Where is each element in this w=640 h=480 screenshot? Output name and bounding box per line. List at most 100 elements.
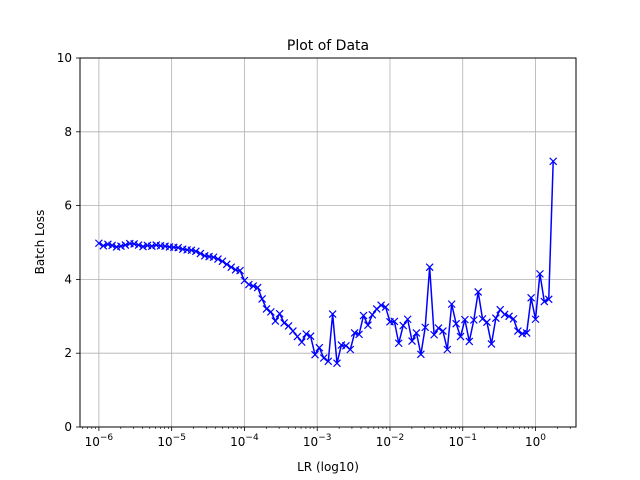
- data-point-marker: [522, 328, 531, 337]
- data-point-marker: [425, 263, 434, 272]
- data-point-marker: [412, 328, 421, 337]
- data-point-marker: [536, 269, 544, 278]
- data-point-marker: [377, 301, 386, 310]
- data-point-marker: [460, 315, 469, 324]
- y-tick-label: 0: [64, 420, 72, 434]
- x-tick-label: 10−6: [85, 433, 114, 449]
- data-point-marker: [403, 315, 412, 324]
- data-point-marker: [275, 309, 284, 318]
- data-point-marker: [258, 295, 267, 303]
- data-point-marker: [249, 282, 258, 290]
- x-tick-label: 10−2: [376, 433, 405, 449]
- data-point-marker: [408, 337, 416, 345]
- data-point-marker: [359, 311, 368, 320]
- data-point-marker: [293, 332, 302, 341]
- data-point-marker: [244, 280, 253, 289]
- data-point-marker: [456, 332, 465, 341]
- data-point-marker: [487, 340, 496, 348]
- data-point-marker: [191, 247, 200, 256]
- y-tick-label: 4: [64, 272, 72, 286]
- x-tick-label: 10−1: [448, 433, 477, 449]
- data-point-marker: [174, 243, 183, 252]
- data-point-marker: [447, 300, 456, 309]
- data-point-marker: [130, 240, 139, 248]
- data-point-marker: [381, 303, 390, 311]
- data-point-marker: [99, 241, 108, 250]
- data-point-marker: [478, 314, 487, 323]
- data-point-marker: [540, 297, 549, 306]
- x-tick-label: 10−5: [157, 433, 186, 449]
- data-point-marker: [491, 314, 500, 323]
- data-point-marker: [297, 338, 306, 347]
- data-point-marker: [483, 318, 491, 327]
- data-point-marker: [236, 266, 244, 275]
- data-point-marker: [430, 330, 439, 339]
- data-point-marker: [394, 339, 403, 348]
- data-point-marker: [505, 312, 513, 321]
- y-tick-label: 2: [64, 346, 72, 360]
- x-tick-label: 100: [525, 433, 546, 449]
- data-point-marker: [527, 293, 536, 302]
- data-point-marker: [364, 321, 372, 330]
- data-point-marker: [222, 260, 231, 269]
- data-point-marker: [434, 324, 443, 333]
- x-axis-label: LR (log10): [297, 460, 359, 474]
- data-point-marker: [147, 242, 156, 251]
- data-point-marker: [214, 255, 222, 264]
- data-point-marker: [333, 359, 341, 368]
- data-point-marker: [346, 345, 355, 354]
- data-point-marker: [271, 317, 280, 326]
- data-point-marker: [196, 249, 205, 258]
- data-point-marker: [368, 310, 377, 319]
- y-tick-label: 8: [64, 125, 72, 139]
- data-point-marker: [315, 343, 324, 352]
- x-tick-label: 10−4: [230, 433, 259, 449]
- data-point-marker: [443, 345, 452, 354]
- data-point-marker: [218, 257, 227, 266]
- data-point-marker: [465, 337, 474, 346]
- data-point-marker: [416, 350, 425, 359]
- data-point-marker: [306, 332, 315, 341]
- y-axis-label: Batch Loss: [33, 210, 47, 275]
- data-point-marker: [500, 310, 509, 319]
- data-point-marker: [108, 241, 117, 250]
- data-point-marker: [94, 239, 103, 248]
- series-group: [94, 157, 558, 368]
- data-point-marker: [289, 327, 297, 335]
- data-point-marker: [311, 350, 319, 359]
- data-point-marker: [390, 317, 399, 326]
- data-point-marker: [187, 246, 196, 255]
- data-point-marker: [513, 327, 522, 335]
- data-point-marker: [355, 330, 363, 339]
- data-point-marker: [469, 316, 478, 324]
- data-point-marker: [319, 354, 328, 362]
- data-point-marker: [328, 310, 337, 319]
- data-point-marker: [421, 323, 430, 332]
- y-tick-label: 6: [64, 199, 72, 213]
- data-point-marker: [121, 241, 130, 250]
- data-point-marker: [280, 319, 289, 327]
- data-point-marker: [209, 253, 218, 262]
- x-tick-label: 10−3: [303, 433, 332, 449]
- data-point-marker: [544, 295, 553, 304]
- data-point-marker: [350, 328, 359, 337]
- data-point-marker: [452, 319, 461, 328]
- data-point-marker: [134, 241, 143, 250]
- axes-frame: [79, 57, 577, 428]
- data-point-marker: [531, 315, 540, 324]
- data-point-marker: [474, 288, 483, 296]
- data-point-marker: [324, 357, 333, 366]
- axis-ticks: 10−6 10−5 10−4 10−3 10−2 10−1 100 0 2 4 6 8 10: [57, 51, 571, 449]
- data-point-marker: [438, 327, 447, 335]
- data-point-marker: [266, 307, 275, 316]
- data-point-marker: [262, 304, 271, 313]
- y-tick-label: 10: [57, 51, 72, 65]
- data-point-marker: [509, 314, 518, 323]
- data-point-marker: [302, 330, 311, 338]
- chart-title: Plot of Data: [287, 38, 369, 54]
- data-point-marker: [227, 263, 236, 272]
- data-point-marker: [253, 283, 262, 292]
- data-point-marker: [399, 321, 408, 330]
